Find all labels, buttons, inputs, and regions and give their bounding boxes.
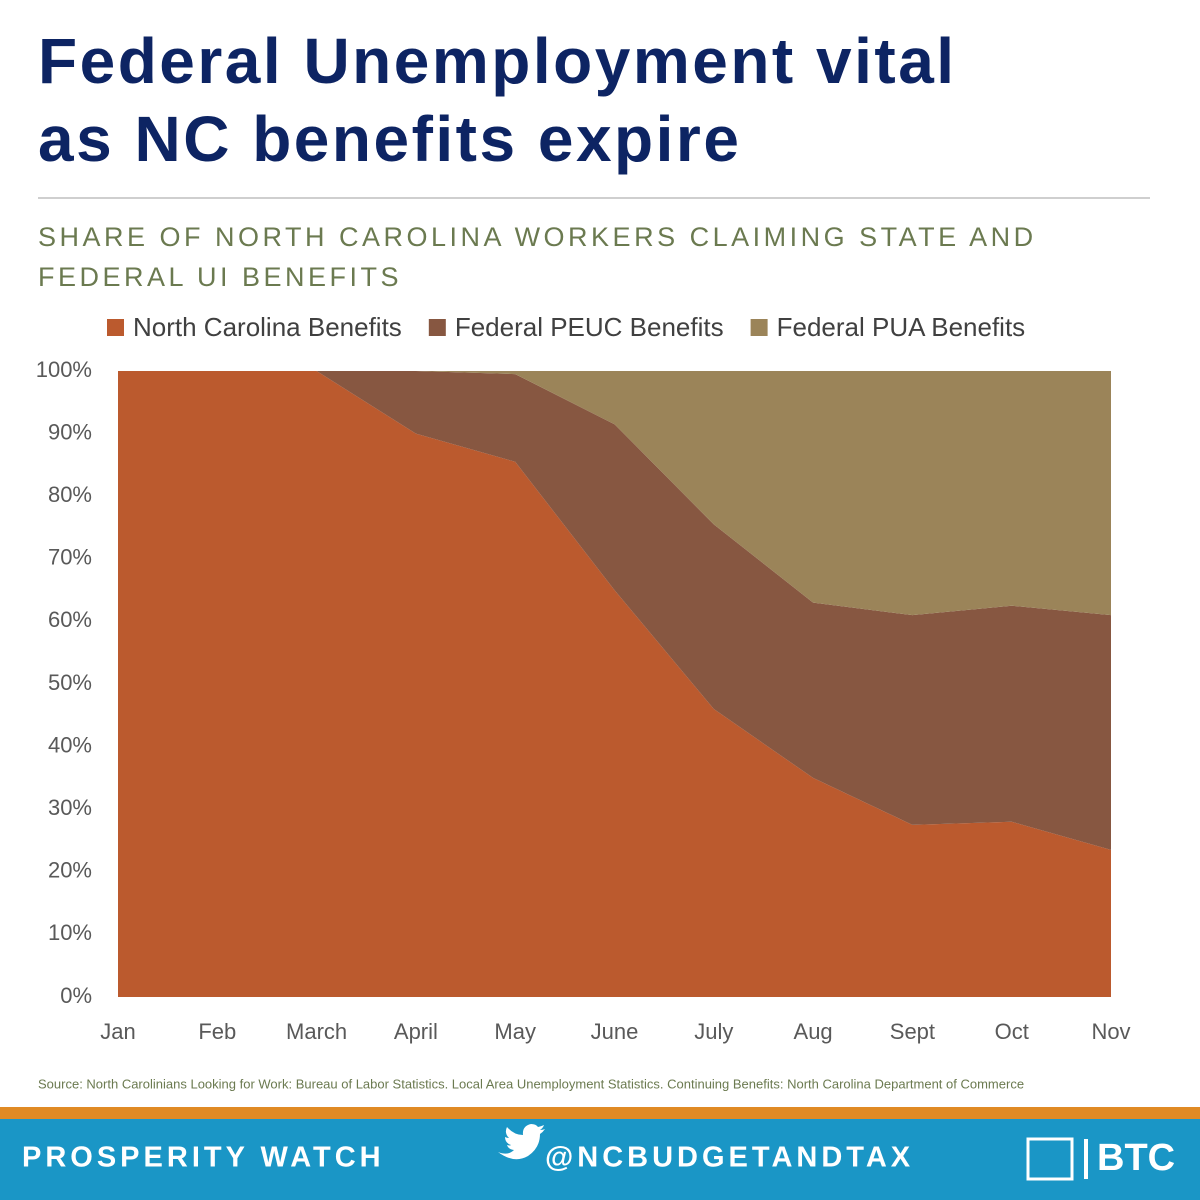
area [118,371,1111,850]
x-tick-label: Feb [198,1019,236,1044]
y-tick-label: 60% [48,607,92,632]
y-tick-label: 70% [48,545,92,570]
y-tick-label: 100% [36,357,92,382]
source: Source: North Carolinians Looking for Wo… [38,1076,1024,1091]
legend-label: Federal PUA Benefits [777,312,1026,342]
area [118,371,1111,616]
y-tick-label: 90% [48,419,92,444]
x-tick-label: Oct [995,1019,1029,1044]
x-tick-label: Sept [890,1019,935,1044]
y-tick-label: 10% [48,920,92,945]
y-tick-label: 50% [48,670,92,695]
twitter-icon [498,1124,545,1160]
x-tick-label: Jan [100,1019,135,1044]
y-tick-label: 20% [48,858,92,883]
legend: North Carolina Benefits Federal PEUC Bene… [107,312,1025,342]
x-tick-label: June [591,1019,639,1044]
y-tick-label: 30% [48,795,92,820]
area [118,371,1111,997]
plot: 0% 10% 20% 30% 40% 50% 60% 70% 80% 90% 100% Jan Feb M… [36,357,1131,1044]
title-line: Federal Unemployment vital [38,25,957,97]
legend-label: North Carolina Benefits [133,312,402,342]
footer-left: PROSPERITY WATCH [22,1142,385,1174]
legend-swatch [750,319,768,336]
x-tick-label: Aug [794,1019,833,1044]
legend-swatch [107,319,124,336]
footer-logo: BTC [1097,1137,1175,1179]
legend-swatch [428,319,446,336]
footer-handle: @NCBUDGETANDTAX [545,1142,914,1174]
x-tick-label: April [394,1019,438,1044]
footer [0,1119,1200,1200]
y-tick-label: 40% [48,732,92,757]
subtitle-line: SHARE OF NORTH CAROLINA WORKERS CLAIMING… [38,222,1037,252]
logo-mark [1026,1137,1074,1181]
stripe [0,1107,1200,1119]
y-tick-label: 80% [48,482,92,507]
y-tick-label: 0% [60,983,92,1008]
x-tick-label: March [286,1019,347,1044]
x-tick-label: July [694,1019,733,1044]
x-tick-label: May [494,1019,536,1044]
title-line: as NC benefits expire [38,103,741,175]
x-tick-label: Nov [1091,1019,1130,1044]
legend-label: Federal PEUC Benefits [455,312,724,342]
subtitle-line: FEDERAL UI BENEFITS [38,262,402,292]
